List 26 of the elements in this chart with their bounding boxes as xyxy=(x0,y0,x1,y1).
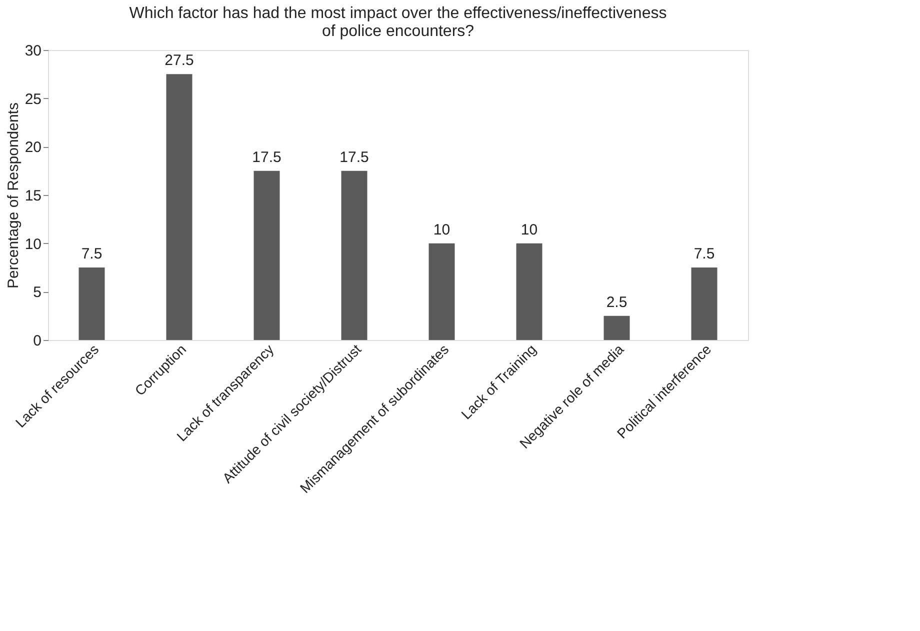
data-label: 10 xyxy=(433,221,450,238)
y-tick-label: 0 xyxy=(33,332,42,350)
data-label: 17.5 xyxy=(252,148,282,166)
y-tick-label: 20 xyxy=(24,139,42,156)
bar xyxy=(254,170,280,340)
data-label: 17.5 xyxy=(340,148,369,166)
data-label: 2.5 xyxy=(606,294,628,311)
y-tick-label: 15 xyxy=(24,188,42,204)
bar xyxy=(516,243,542,340)
bar xyxy=(78,268,105,340)
y-tick-label: 30 xyxy=(24,42,42,60)
data-label: 27.5 xyxy=(164,52,194,70)
data-label: 7.5 xyxy=(81,246,102,262)
bar xyxy=(691,268,718,340)
text: Which factor has had the most impact over the effectiveness/ineffectiveness xyxy=(129,5,667,22)
bar xyxy=(428,243,455,340)
bar xyxy=(604,316,630,340)
y-tick-label: 5 xyxy=(33,284,42,302)
data-label: 7.5 xyxy=(694,246,715,262)
bar xyxy=(166,74,192,340)
y-tick-label: 10 xyxy=(24,236,42,253)
y-tick-label: 25 xyxy=(24,90,42,108)
data-label: 10 xyxy=(520,221,538,238)
y-axis-title: Percentage of Respondents xyxy=(4,102,22,288)
text: of police encounters? xyxy=(322,23,474,40)
bar xyxy=(341,170,368,340)
